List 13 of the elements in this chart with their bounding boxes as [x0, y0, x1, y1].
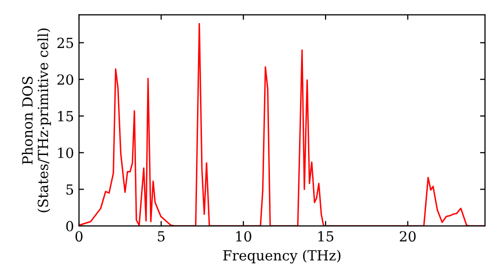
y-tick-label: 10 [58, 148, 74, 158]
x-tick-label: 20 [400, 231, 416, 242]
x-axis-title: Frequency (THz) [223, 250, 340, 264]
y-tick-label: 5 [66, 184, 74, 195]
y-tick-label: 0 [66, 220, 74, 232]
x-tick-label: 5 [158, 231, 165, 242]
y-tick-label: 20 [57, 74, 74, 85]
x-tick-label: 10 [236, 231, 252, 242]
y-axis-title: Phonon DOS (States/THz·primitive cell) [22, 28, 51, 212]
x-tick-label: 0 [75, 231, 82, 242]
y-tick-label: 15 [58, 110, 74, 122]
x-tick-label: 15 [318, 231, 334, 242]
y-tick-label: 25 [57, 38, 74, 48]
